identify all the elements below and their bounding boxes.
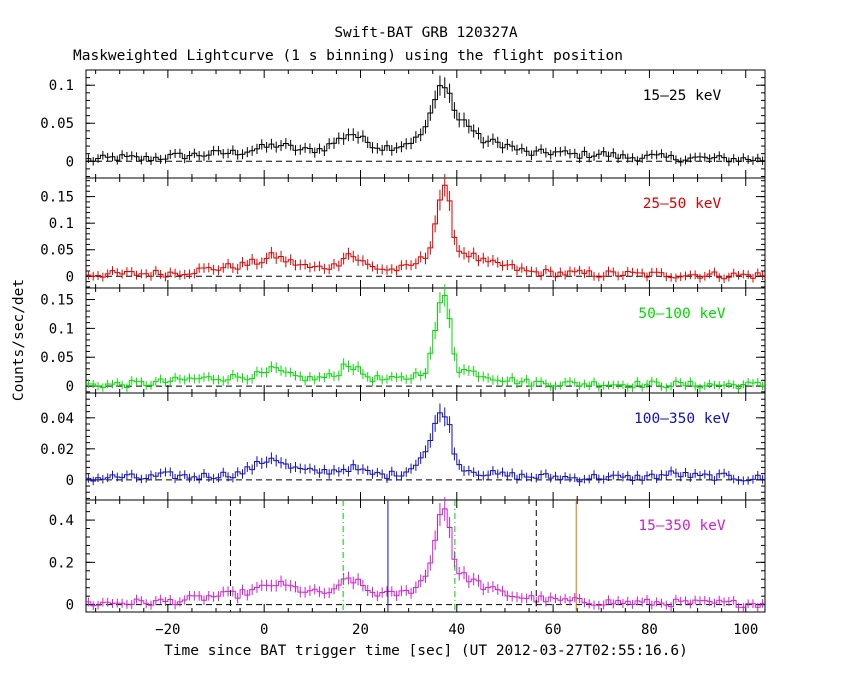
y-tick-label: 0 <box>66 269 74 285</box>
panel-5: 0 0.2 0.4 15–350 keV <box>49 496 766 614</box>
y-tick-label: 0.15 <box>40 190 74 206</box>
y-tick-label: 0 <box>66 379 74 395</box>
band-label: 15–350 keV <box>638 518 726 534</box>
y-tick-label: 0 <box>66 154 74 170</box>
band-label: 25–50 keV <box>643 196 722 212</box>
lightcurve-series <box>86 85 765 163</box>
y-tick-label: 0.1 <box>49 216 74 232</box>
panel-frame <box>85 499 766 613</box>
panel-3: 0 0.05 0.1 0.15 50–100 keV <box>40 284 766 395</box>
y-tick-label: 0 <box>66 598 74 614</box>
band-label: 50–100 keV <box>638 306 726 322</box>
lightcurve-series <box>86 295 765 389</box>
y-tick-label: 0.04 <box>40 411 74 427</box>
chart-subtitle: Maskweighted Lightcurve (1 s binning) us… <box>73 48 623 64</box>
panel-2: 0 0.05 0.1 0.15 25–50 keV <box>40 174 766 289</box>
x-tick-label: 0 <box>260 622 268 638</box>
x-tick-label: 40 <box>448 622 465 638</box>
x-tick-label: −20 <box>155 622 180 638</box>
lightcurve-series <box>86 508 765 608</box>
x-tick-label: 80 <box>641 622 658 638</box>
y-tick-label: 0 <box>66 473 74 489</box>
y-tick-label: 0.02 <box>40 442 74 458</box>
band-label: 100–350 keV <box>634 411 730 427</box>
x-tick-label: 20 <box>352 622 369 638</box>
y-axis-label: Counts/sec/det <box>11 279 27 401</box>
y-tick-label: 0.15 <box>40 293 74 309</box>
y-tick-label: 0.2 <box>49 555 74 571</box>
panel-frame <box>85 177 766 289</box>
chart-title: Swift-BAT GRB 120327A <box>334 25 518 41</box>
x-axis-label: Time since BAT trigger time [sec] (UT 20… <box>164 643 688 659</box>
y-tick-label: 0.1 <box>49 321 74 337</box>
y-tick-label: 0.05 <box>40 350 74 366</box>
panel-4: 0 0.02 0.04 100–350 keV <box>40 392 766 501</box>
x-tick-label: 100 <box>733 622 758 638</box>
y-tick-label: 0.4 <box>49 513 74 529</box>
time-markers <box>229 500 577 612</box>
y-tick-label: 0.05 <box>40 243 74 259</box>
lightcurve-series <box>86 184 765 280</box>
lightcurve-series <box>86 412 765 483</box>
panel-1: 0 0.05 0.1 15–25 keV <box>40 69 766 179</box>
band-label: 15–25 keV <box>643 88 722 104</box>
y-tick-label: 0.1 <box>49 78 74 94</box>
y-tick-label: 0.05 <box>40 116 74 132</box>
x-tick-label: 60 <box>545 622 562 638</box>
